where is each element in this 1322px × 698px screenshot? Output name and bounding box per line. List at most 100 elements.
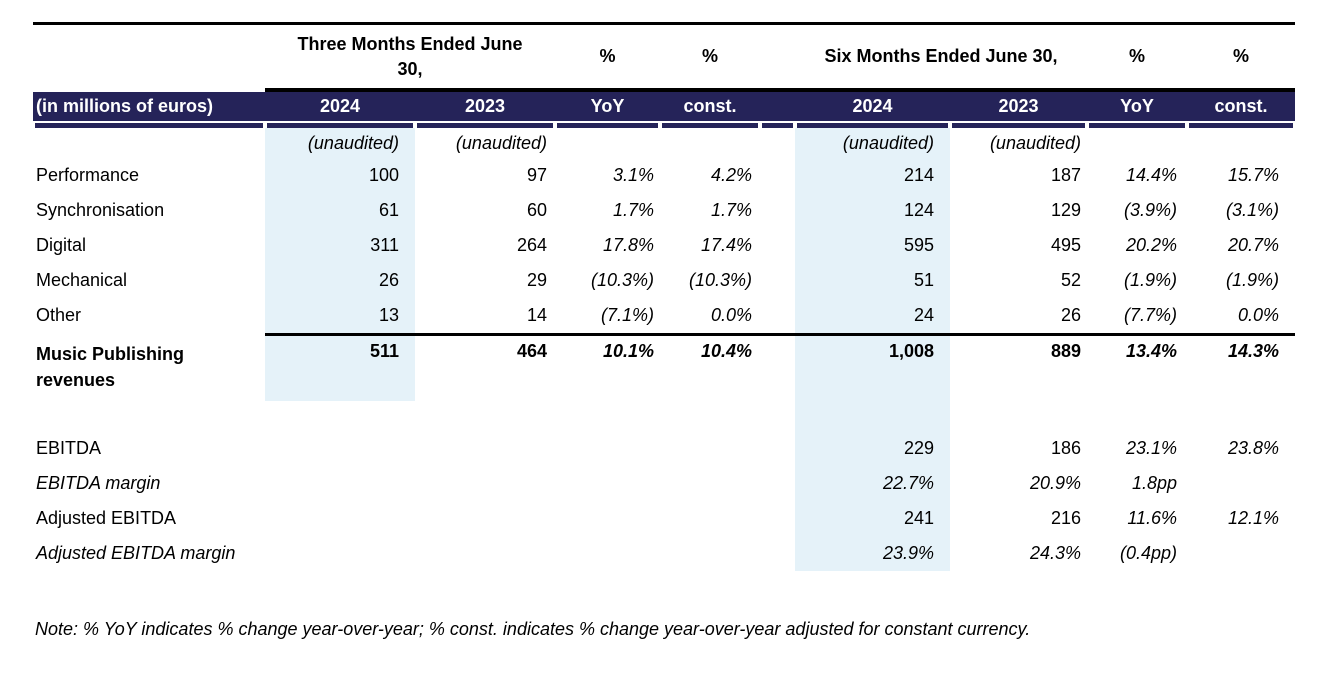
cell-2024-3m: 13 — [265, 298, 415, 333]
cell-2024-3m: 100 — [265, 158, 415, 193]
cell-2023-6m: 889 — [950, 333, 1088, 401]
cell-const-6m: 20.7% — [1227, 235, 1280, 256]
pct-header-yoy-3m: % — [555, 22, 660, 88]
cell-2023-3m: 97 — [526, 165, 547, 186]
cell-yoy-6m: 13.4% — [1087, 333, 1188, 401]
cell-const-6m: 14.3% — [1187, 333, 1296, 401]
group-header-three-months: Three Months Ended June 30, — [265, 22, 555, 88]
cell-const-3m: (10.3%) — [688, 270, 752, 291]
cell-yoy-6m: (0.4pp) — [1119, 543, 1178, 564]
table-row — [33, 401, 1295, 431]
header-underline-segment — [35, 123, 263, 128]
pct-header-yoy-6m: % — [1087, 22, 1188, 88]
cell-2023-6m: 216 — [1050, 508, 1082, 529]
table-row: Synchronisation 61 60 1.7% 1.7% 124 129 … — [33, 193, 1295, 228]
unaudited-label: (unaudited) — [455, 132, 547, 153]
table-row — [33, 121, 1296, 128]
col-header-yoy-6m: YoY — [1087, 88, 1188, 121]
cell-yoy-3m: 3.1% — [612, 165, 654, 186]
header-underline-segment — [417, 123, 553, 128]
unit-label: (in millions of euros) — [33, 88, 265, 121]
row-label: Adjusted EBITDA margin — [36, 543, 236, 564]
cell-2024-6m: 595 — [795, 228, 950, 263]
cell-2024-6m: 1,008 — [795, 333, 950, 401]
cell-yoy-6m: (7.7%) — [1124, 305, 1178, 326]
corner-blank — [33, 22, 265, 88]
cell-2024-6m: 214 — [795, 158, 950, 193]
cell-const-6m: 23.8% — [1227, 438, 1280, 459]
cell-const-6m — [1187, 466, 1295, 501]
col-header-2023-6m: 2023 — [950, 88, 1088, 121]
cell-2023-3m: 464 — [415, 333, 555, 401]
cell-2024-6m: 229 — [795, 431, 950, 466]
spacer-cell — [760, 88, 795, 121]
spacer-cell — [760, 22, 795, 88]
cell-2024-6m: 241 — [795, 501, 950, 536]
unaudited-label: (unaudited) — [795, 128, 950, 158]
cell-const-3m: 4.2% — [710, 165, 752, 186]
col-header-const-3m: const. — [660, 88, 760, 121]
row-label: Synchronisation — [36, 200, 165, 221]
table-row: Adjusted EBITDA 241 216 11.6% 12.1% — [33, 501, 1295, 536]
table-row: Mechanical 26 29 (10.3%) (10.3%) 51 52 (… — [33, 263, 1295, 298]
table-row: EBITDA margin 22.7% 20.9% 1.8pp — [33, 466, 1295, 501]
cell-const-3m: 10.4% — [660, 333, 760, 401]
col-header-yoy-3m: YoY — [555, 88, 660, 121]
row-label: Other — [36, 305, 82, 326]
cell-yoy-6m: 23.1% — [1125, 438, 1178, 459]
group-header-six-months-text: Six Months Ended June 30, — [824, 46, 1058, 67]
cell-2024-3m: 311 — [265, 228, 415, 263]
table-row: Other 13 14 (7.1%) 0.0% 24 26 (7.7%) 0.0… — [33, 298, 1295, 333]
cell-yoy-3m: 17.8% — [602, 235, 654, 256]
header-underline-segment — [267, 123, 413, 128]
header-underline-segment — [952, 123, 1086, 128]
cell-2023-6m: 24.3% — [1029, 543, 1082, 564]
col-header-2024-6m: 2024 — [795, 88, 950, 121]
cell-const-6m: (1.9%) — [1226, 270, 1280, 291]
cell-2024-3m: 26 — [265, 263, 415, 298]
cell-const-6m: 12.1% — [1227, 508, 1280, 529]
cell-2023-6m: 187 — [1050, 165, 1082, 186]
pct-header-const-3m: % — [660, 22, 760, 88]
cell-2023-3m: 60 — [526, 200, 547, 221]
cell-2023-3m: 264 — [516, 235, 547, 256]
cell-2024-3m: 511 — [265, 333, 415, 401]
table-row: Performance 100 97 3.1% 4.2% 214 187 14.… — [33, 158, 1295, 193]
pct-header-const-6m: % — [1187, 22, 1296, 88]
cell-2024-6m: 51 — [795, 263, 950, 298]
table-row: Adjusted EBITDA margin 23.9% 24.3% (0.4p… — [33, 536, 1295, 571]
cell-2023-6m: 495 — [1050, 235, 1082, 256]
financial-table: Three Months Ended June 30, % % Six Mont… — [33, 22, 1296, 571]
col-header-2024-3m: 2024 — [265, 88, 415, 121]
table-row: Three Months Ended June 30, % % Six Mont… — [33, 22, 1296, 88]
cell-2023-6m: 26 — [1060, 305, 1082, 326]
table-row: (unaudited) (unaudited) (unaudited) (una… — [33, 128, 1295, 158]
header-underline-segment — [662, 123, 758, 128]
col-header-const-6m: const. — [1187, 88, 1296, 121]
cell-yoy-6m: 11.6% — [1127, 508, 1178, 529]
cell-const-6m: 0.0% — [1237, 305, 1280, 326]
cell-2023-3m: 14 — [526, 305, 547, 326]
cell-yoy-3m: 1.7% — [612, 200, 654, 221]
table-row-total: Music Publishing revenues 511 464 10.1% … — [33, 333, 1296, 401]
cell-const-6m — [1187, 536, 1295, 571]
cell-2024-6m: 23.9% — [795, 536, 950, 571]
cell-2023-6m: 186 — [1050, 438, 1082, 459]
cell-yoy-6m: (1.9%) — [1124, 270, 1178, 291]
row-label: EBITDA — [36, 438, 102, 459]
cell-const-6m: 15.7% — [1227, 165, 1280, 186]
unaudited-label: (unaudited) — [265, 128, 415, 158]
cell-const-3m: 0.0% — [710, 305, 752, 326]
total-row-label: Music Publishing revenues — [36, 344, 185, 391]
header-underline-segment — [762, 123, 793, 128]
cell-yoy-3m: 10.1% — [555, 333, 660, 401]
cell-yoy-6m: (3.9%) — [1124, 200, 1178, 221]
row-label: Adjusted EBITDA — [36, 508, 177, 529]
row-label: EBITDA margin — [36, 473, 161, 494]
cell-2024-6m: 124 — [795, 193, 950, 228]
col-header-2023-3m: 2023 — [415, 88, 555, 121]
row-label: Digital — [36, 235, 87, 256]
table-row: Digital 311 264 17.8% 17.4% 595 495 20.2… — [33, 228, 1295, 263]
row-label: Performance — [36, 165, 140, 186]
cell-2024-6m: 22.7% — [795, 466, 950, 501]
